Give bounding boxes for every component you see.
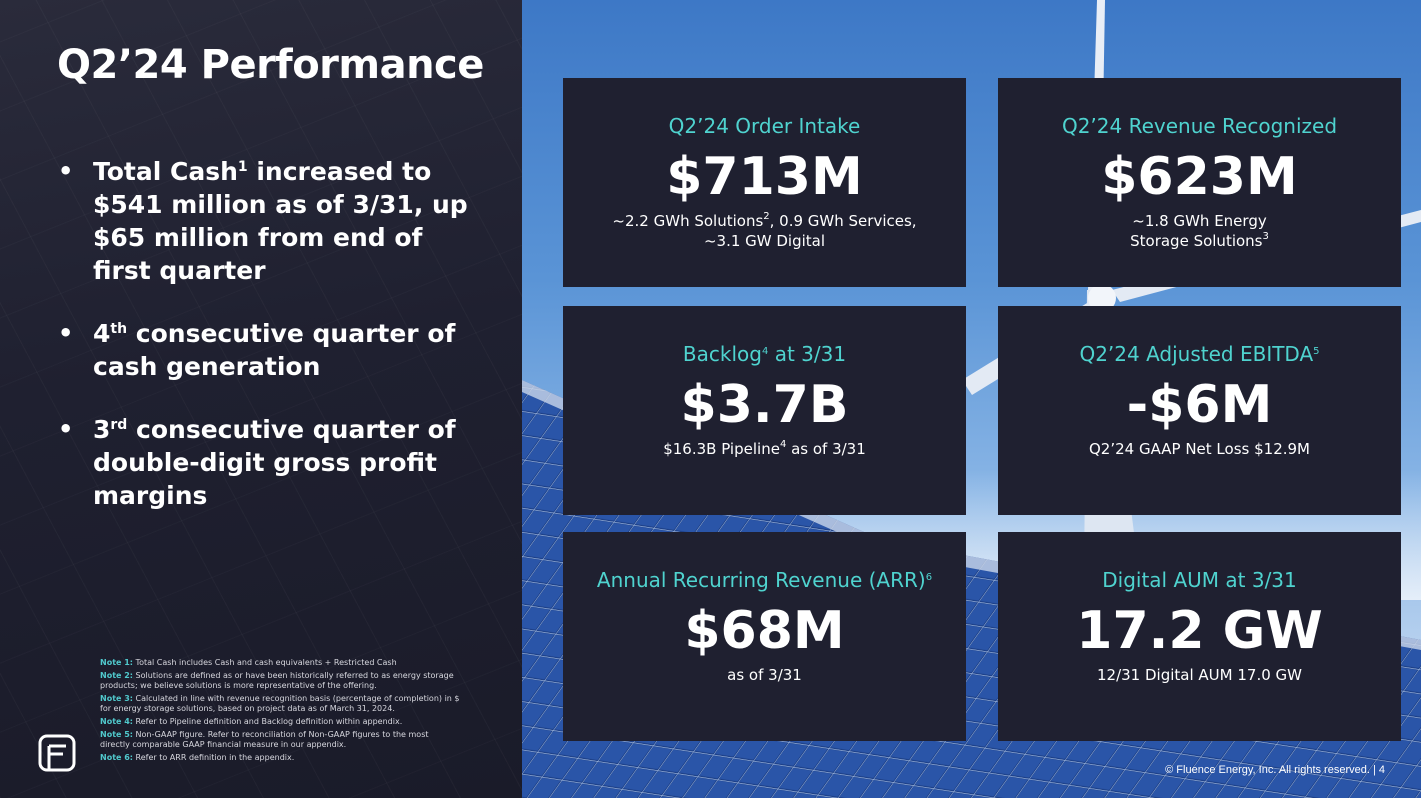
card-subtext: ~1.8 GWh Energy Storage Solutions3 <box>1130 212 1269 250</box>
card-value: -$6M <box>1126 375 1273 435</box>
card-subtext: as of 3/31 <box>727 666 802 684</box>
left-panel <box>0 0 522 798</box>
footer-copyright: © Fluence Energy, Inc. All rights reserv… <box>1165 764 1385 776</box>
bullet-dot-icon: • <box>58 157 74 185</box>
footnote: Note 3: Calculated in line with revenue … <box>100 694 460 713</box>
bullet-gross-margins: • 3rd consecutive quarter of double-digi… <box>58 415 456 510</box>
card-digital-aum: Digital AUM at 3/31 17.2 GW 12/31 Digita… <box>998 532 1401 741</box>
card-value: $713M <box>666 147 863 207</box>
bullet-total-cash: • Total Cash1 increased to $541 million … <box>58 157 468 285</box>
card-label: Q2’24 Revenue Recognized <box>1061 114 1338 138</box>
fluence-logo-icon <box>38 734 76 772</box>
card-subtext: ~2.2 GWh Solutions2, 0.9 GWh Services, ~3… <box>612 211 917 251</box>
footnotes: Note 1: Total Cash includes Cash and cas… <box>100 658 460 766</box>
card-subtext: 12/31 Digital AUM 17.0 GW <box>1097 666 1302 684</box>
card-value: $3.7B <box>680 375 849 435</box>
card-revenue-recognized: Q2’24 Revenue Recognized $623M ~1.8 GWh … <box>998 78 1401 287</box>
bullet-cash-generation: • 4th consecutive quarter of cash genera… <box>58 319 456 381</box>
card-label: Digital AUM at 3/31 <box>1102 568 1297 592</box>
footnote: Note 1: Total Cash includes Cash and cas… <box>100 658 397 667</box>
footnote: Note 2: Solutions are defined as or have… <box>100 671 454 690</box>
card-label: Annual Recurring Revenue (ARR)6 <box>596 568 933 592</box>
card-value: $68M <box>684 601 845 661</box>
card-value: 17.2 GW <box>1076 601 1323 661</box>
card-arr: Annual Recurring Revenue (ARR)6 $68M as … <box>563 532 966 741</box>
footnote: Note 4: Refer to Pipeline definition and… <box>100 717 403 726</box>
card-order-intake: Q2’24 Order Intake $713M ~2.2 GWh Soluti… <box>563 78 966 287</box>
bullet-dot-icon: • <box>58 319 74 347</box>
page-title: Q2’24 Performance <box>57 42 484 88</box>
card-label: Q2’24 Order Intake <box>668 114 861 138</box>
card-value: $623M <box>1101 147 1298 207</box>
card-label: Q2’24 Adjusted EBITDA5 <box>1079 342 1320 366</box>
bullet-dot-icon: • <box>58 415 74 443</box>
footnote: Note 5: Non-GAAP figure. Refer to reconc… <box>100 730 429 749</box>
card-subtext: $16.3B Pipeline4 as of 3/31 <box>663 439 866 459</box>
card-adjusted-ebitda: Q2’24 Adjusted EBITDA5 -$6M Q2’24 GAAP N… <box>998 306 1401 515</box>
card-backlog: Backlog4 at 3/31 $3.7B $16.3B Pipeline4 … <box>563 306 966 515</box>
highlights-list: • Total Cash1 increased to $541 million … <box>58 155 478 542</box>
card-subtext: Q2’24 GAAP Net Loss $12.9M <box>1088 440 1310 458</box>
card-label: Backlog4 at 3/31 <box>682 342 847 366</box>
footnote: Note 6: Refer to ARR definition in the a… <box>100 753 295 762</box>
